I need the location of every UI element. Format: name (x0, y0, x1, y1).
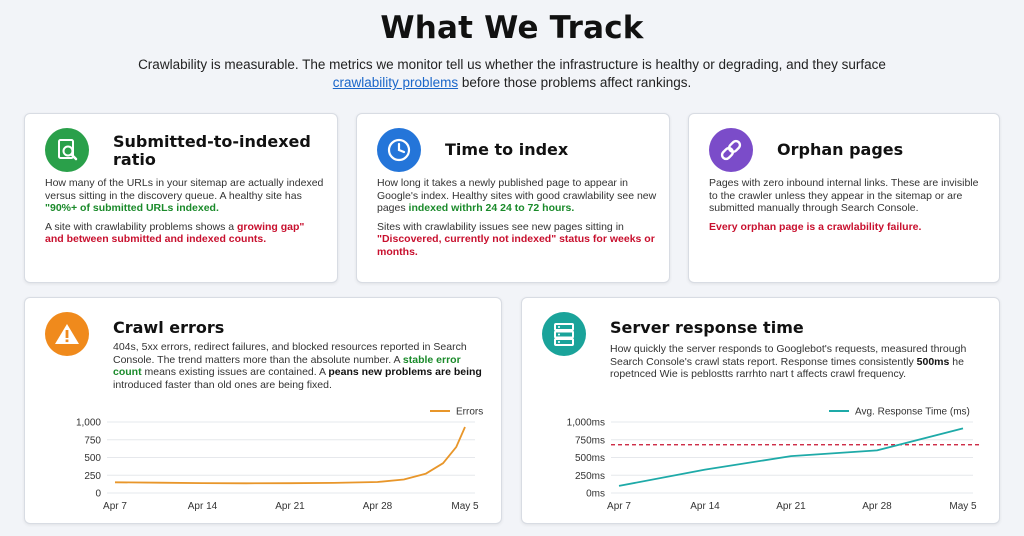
y-tick-label: 500 (84, 453, 101, 464)
card-body: How long it takes a newly published page… (377, 177, 657, 258)
card-body: How many of the URLs in your sitemap are… (45, 177, 324, 245)
card-time-to-index: Time to index How long it takes a newly … (356, 113, 670, 283)
y-tick-label: 250ms (575, 471, 605, 482)
x-tick-label: Apr 21 (776, 501, 806, 512)
card-crawl-errors: Crawl errors 404s, 5xx errors, redirect … (24, 297, 502, 524)
series-line (618, 427, 964, 487)
series-line (114, 426, 466, 485)
card-title: Time to index (445, 140, 569, 159)
y-tick-label: 1,000ms (567, 418, 605, 429)
card-title: Server response time (610, 318, 804, 337)
legend-label: Avg. Response Time (ms) (855, 407, 970, 418)
x-tick-label: Apr 14 (690, 501, 720, 512)
x-tick-label: Apr 21 (275, 501, 305, 512)
warning-icon (45, 312, 89, 356)
card-server-response: Server response time How quickly the ser… (521, 297, 1000, 524)
x-tick-label: Apr 14 (188, 501, 218, 512)
crawlability-problems-link[interactable]: crawlability problems (332, 75, 459, 90)
x-tick-label: Apr 28 (363, 501, 393, 512)
x-tick-label: Apr 7 (103, 501, 127, 512)
link-icon (709, 128, 753, 172)
card-title: Submitted-to-indexed ratio (113, 132, 311, 169)
x-tick-label: May 5 (949, 501, 977, 512)
y-tick-label: 750 (84, 435, 101, 446)
card-body: How quickly the server responds to Googl… (610, 343, 967, 380)
intro-text: Crawlability is measurable. The metrics … (138, 57, 886, 72)
clock-icon (377, 128, 421, 172)
search-document-icon (45, 128, 89, 172)
card-body: Pages with zero inbound internal links. … (709, 177, 979, 233)
legend-label: Errors (456, 407, 483, 418)
y-tick-label: 1,000 (76, 418, 101, 429)
card-submitted-to-indexed: Submitted-to-indexed ratio How many of th… (24, 113, 338, 283)
y-tick-label: 750ms (575, 435, 605, 446)
card-body: 404s, 5xx errors, redirect failures, and… (113, 341, 482, 391)
y-tick-label: 0 (95, 489, 101, 500)
intro-paragraph: Crawlability is measurable. The metrics … (80, 56, 944, 92)
card-orphan-pages: Orphan pages Pages with zero inbound int… (688, 113, 1000, 283)
x-tick-label: Apr 7 (607, 501, 631, 512)
crawl-errors-chart: 0 250 500 750 1,000 Apr 7 Apr 14 Apr 21 Apr 28 Ma… (76, 407, 483, 513)
x-tick-label: May 5 (451, 501, 479, 512)
y-tick-label: 0ms (586, 489, 605, 500)
card-title: Orphan pages (777, 140, 904, 159)
card-title: Crawl errors (113, 318, 225, 337)
intro-end: before those problems affect rankings. (458, 75, 692, 90)
response-time-chart: 0ms 250ms 500ms 750ms 1,000ms Apr 7 Apr 14 Apr … (567, 407, 981, 512)
x-tick-label: Apr 28 (862, 501, 892, 512)
server-icon (542, 312, 586, 356)
y-tick-label: 250 (84, 471, 101, 482)
page-title: What We Track (380, 10, 644, 46)
y-tick-label: 500ms (575, 453, 605, 464)
